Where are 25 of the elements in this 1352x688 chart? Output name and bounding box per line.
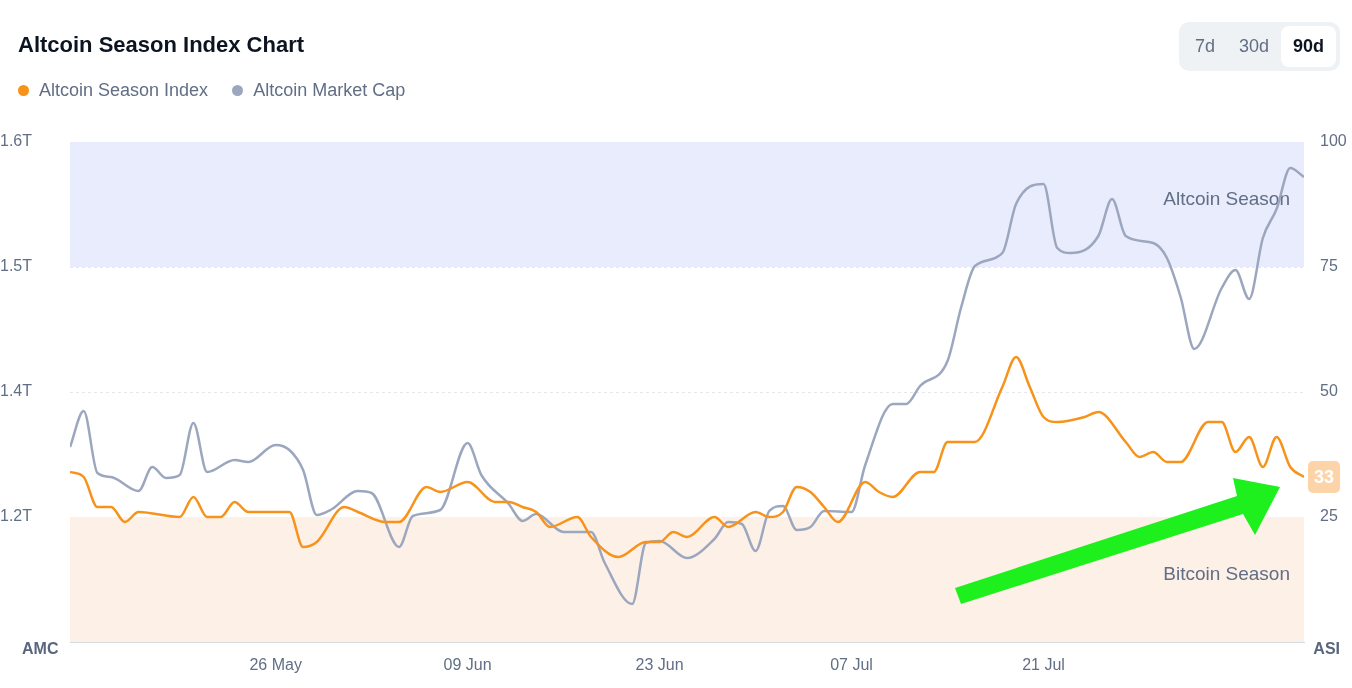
y-tick-label: 1.6T	[0, 132, 33, 150]
line-series	[70, 166, 1304, 606]
y-tick-label: 1.2T	[0, 507, 33, 525]
y2-axis-title: ASI	[1313, 640, 1340, 658]
x-tick-label: 07 Jul	[830, 656, 873, 674]
text: 7d	[1193, 35, 1216, 58]
y2-tick-label: 75	[1320, 257, 1338, 275]
y-tick-label: 1.4T	[0, 382, 33, 400]
y-axis-title: AMC	[22, 640, 59, 658]
x-tick-label: 21 Jul	[1022, 656, 1065, 674]
y2-tick-label: 50	[1320, 382, 1338, 400]
text: 30d	[1237, 35, 1270, 58]
x-tick-label: 23 Jun	[635, 656, 684, 674]
chart-title: Altcoin Season Index Chart	[18, 32, 305, 58]
y2-tick-label: 100	[1320, 132, 1347, 150]
legend-label: Altcoin Season Index	[38, 80, 209, 101]
band-label: Bitcoin Season	[1163, 562, 1290, 584]
y-tick-label: 1.5T	[0, 257, 33, 275]
legend-label: Altcoin Market Cap	[252, 80, 406, 101]
data-label: 33	[1314, 466, 1335, 487]
line-series	[70, 355, 1304, 559]
text: 90d	[1280, 26, 1336, 67]
x-tick-label: 26 May	[249, 656, 302, 674]
x-tick-label: 09 Jun	[443, 656, 492, 674]
y2-tick-label: 25	[1320, 507, 1338, 525]
